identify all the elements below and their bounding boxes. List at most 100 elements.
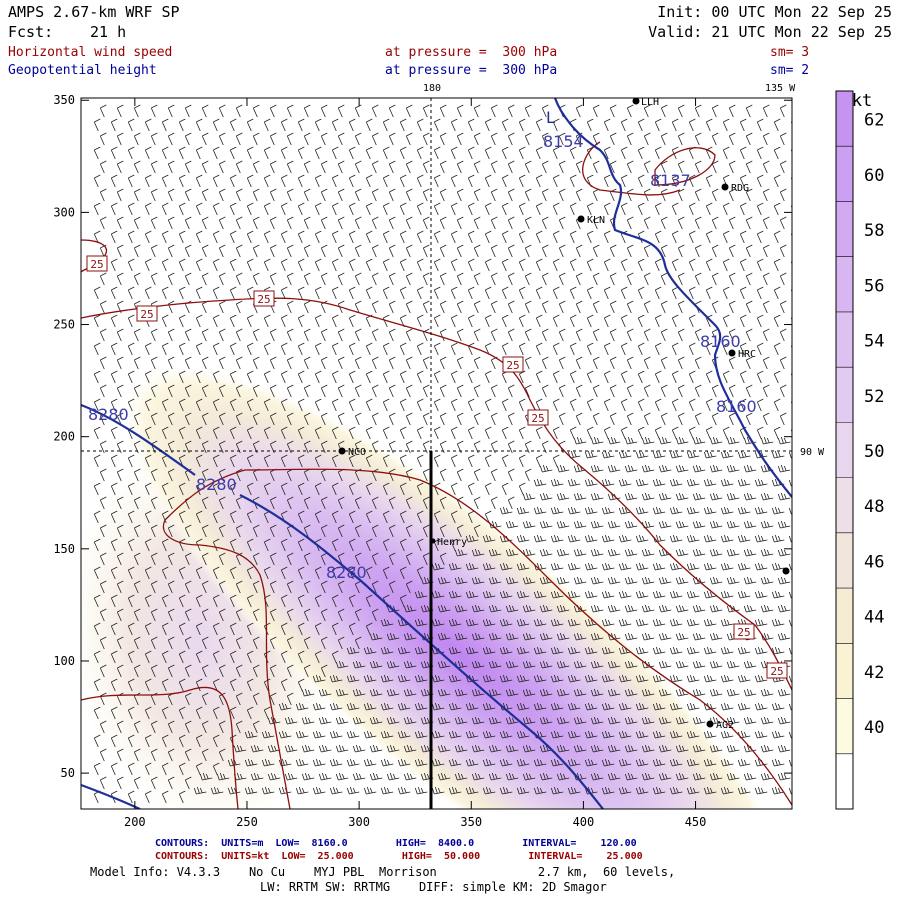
colorbar-label: 52 [864,387,884,407]
svg-text:RDG: RDG [731,183,749,194]
forecast-hour: 21 h [90,23,127,41]
svg-text:25: 25 [770,665,783,678]
svg-text:25: 25 [90,258,103,271]
colorbar-swatch [836,422,853,478]
colorbar-swatch [836,146,853,202]
y-tick-label: 250 [53,318,75,332]
footer-model-info-2: LW: RRTM SW: RRTMG DIFF: simple KM: 2D S… [260,880,607,894]
speed-label-25-a: 25 [86,255,108,272]
height-label-8280-a: 8280 [88,405,129,424]
map-axes: 200 250 300 350 400 450 50 100 150 200 250 300 350 [53,93,792,829]
field1-level: at pressure = 300 hPa [385,45,558,60]
svg-text:25: 25 [531,412,544,425]
y-tick-label: 200 [53,430,75,444]
colorbar-label: 56 [864,276,884,296]
colorbar-label: 62 [864,111,884,131]
meridian-label-right: 90 W [800,447,825,458]
svg-text:AG2: AG2 [716,720,734,731]
height-label-8160-b: 8160 [716,397,757,416]
x-tick-label: 400 [573,815,595,829]
y-tick-label: 300 [53,205,75,219]
speed-label-25-d: 25 [502,356,524,373]
meridian-label-top: 180 [423,83,441,94]
station-kln: KLN [577,215,605,226]
height-label-8280-c: 8280 [326,563,367,582]
svg-text:HRC: HRC [738,349,756,360]
forecast-label: Fcst: [8,23,54,41]
height-label-8154: 8154 [543,132,584,151]
colorbar-swatch [836,477,853,533]
wind-barbs [93,104,792,804]
colorbar-swatch [836,256,853,312]
y-tick-label: 50 [61,766,75,780]
meridian-label-top-right: 135 W [765,83,796,94]
colorbar: 62 60 58 56 54 52 50 48 46 44 42 40 [835,90,884,810]
station-henry: Henry [430,537,467,548]
svg-text:25: 25 [257,293,270,306]
colorbar-swatch [836,698,853,754]
init-time: Init: 00 UTC Mon 22 Sep 25 [657,3,892,21]
svg-text:25: 25 [506,359,519,372]
station-llh: LLH [632,97,659,108]
colorbar-label: 42 [864,663,884,683]
svg-text:Henry: Henry [437,537,467,548]
footer-contours-height: CONTOURS: UNITS=m LOW= 8160.0 HIGH= 8400… [155,838,637,849]
colorbar-label: 54 [864,332,884,352]
colorbar-label: 40 [864,718,884,738]
y-tick-label: 100 [53,654,75,668]
field2-name: Geopotential height [8,63,157,78]
svg-text:25: 25 [737,626,750,639]
map-frame [80,97,793,810]
svg-text:KLN: KLN [587,215,605,226]
x-tick-label: 300 [348,815,370,829]
colorbar-unit: kt [852,91,872,111]
colorbar-label: 48 [864,497,884,517]
colorbar-label: 50 [864,442,884,462]
y-tick-label: 150 [53,542,75,556]
colorbar-swatch [836,201,853,257]
y-tick-label: 350 [53,93,75,107]
colorbar-swatch [836,311,853,368]
colorbar-label: 46 [864,552,884,572]
speed-label-25-e: 25 [527,409,549,426]
speed-label-25-c: 25 [253,290,275,307]
x-tick-label: 450 [685,815,707,829]
colorbar-frame [835,90,854,810]
speed-label-25-f: 25 [733,623,755,640]
wind-barb-field [93,104,792,804]
field1-name: Horizontal wind speed [8,45,173,60]
station-rdg: RDG [721,183,749,194]
valid-time: Valid: 21 UTC Mon 22 Sep 25 [648,23,892,41]
colorbar-swatch [836,753,853,809]
colorbar-swatch [836,91,853,147]
speed-label-25-b: 25 [136,305,158,322]
height-label-8160-a: 8160 [700,332,741,351]
wind-speed-contours [81,141,792,809]
colorbar-label: 44 [864,608,884,628]
x-tick-label: 200 [124,815,146,829]
field1-smoothing: sm= 3 [770,45,810,60]
height-label-8280-b: 8280 [196,475,237,494]
colorbar-swatch [836,643,853,699]
footer-contours-speed: CONTOURS: UNITS=kt LOW= 25.000 HIGH= 50.… [155,851,643,862]
x-tick-label: 350 [460,815,482,829]
svg-text:25: 25 [140,308,153,321]
station-hrc: HRC [728,349,756,360]
colorbar-swatch [836,367,853,423]
station-unnamed [782,567,790,575]
low-pressure-marker: L [546,108,555,127]
field2-level: at pressure = 300 hPa [385,63,558,78]
model-title: AMPS 2.67-km WRF SP [8,3,180,21]
field2-smoothing: sm= 2 [770,63,810,78]
colorbar-label: 60 [864,166,884,186]
colorbar-swatch [836,532,853,589]
colorbar-label: 58 [864,221,884,241]
svg-text:LLH: LLH [641,97,659,108]
height-label-8137: 8137 [650,171,691,190]
x-tick-label: 250 [236,815,258,829]
colorbar-swatch [836,588,853,644]
svg-text:NCO: NCO [348,447,366,458]
station-ag2: AG2 [706,720,734,731]
footer-model-info: Model Info: V4.3.3 No Cu MYJ PBL Morriso… [90,865,676,879]
